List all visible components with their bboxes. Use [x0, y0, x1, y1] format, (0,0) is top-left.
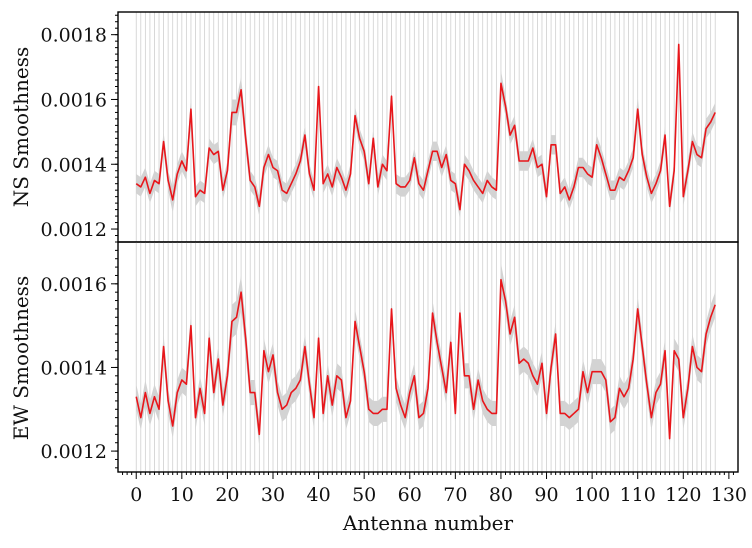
xtick-label: 0	[130, 484, 142, 506]
xtick-label: 80	[489, 484, 513, 506]
ew-ytick-label: 0.0016	[41, 274, 107, 296]
ew-ytick-label: 0.0014	[41, 357, 107, 379]
xtick-label: 40	[306, 484, 330, 506]
ew-smoothness-line	[135, 278, 716, 440]
ns-ytick-label: 0.0016	[41, 89, 107, 111]
ew-smoothness-panel: 0.0012 0.0014 0.0016 0 10 20 30 40 50 60 70 80 90 100…	[41, 241, 747, 506]
xtick-label: 130	[711, 484, 747, 506]
ns-ytick-label: 0.0014	[41, 154, 107, 176]
xtick-label: 90	[534, 484, 558, 506]
xtick-label: 70	[443, 484, 467, 506]
ns-smoothness-panel: 0.0012 0.0014 0.0016 0.0018	[41, 11, 739, 243]
xtick-label: 50	[352, 484, 376, 506]
ns-smoothness-line	[135, 43, 716, 211]
x-axis-label: Antenna number	[342, 511, 514, 535]
xtick-label: 110	[620, 484, 656, 506]
ns-ytick-label: 0.0018	[41, 25, 107, 47]
ew-ytick-label: 0.0012	[41, 441, 107, 463]
xtick-label: 10	[170, 484, 194, 506]
xtick-label: 30	[261, 484, 285, 506]
ns-ylabel: NS Smoothness	[9, 47, 33, 207]
ns-ytick-label: 0.0012	[41, 219, 107, 241]
ew-ylabel: EW Smoothness	[9, 276, 33, 440]
xtick-label: 20	[215, 484, 239, 506]
xtick-label: 60	[398, 484, 422, 506]
xtick-label: 120	[665, 484, 701, 506]
xtick-label: 100	[574, 484, 610, 506]
